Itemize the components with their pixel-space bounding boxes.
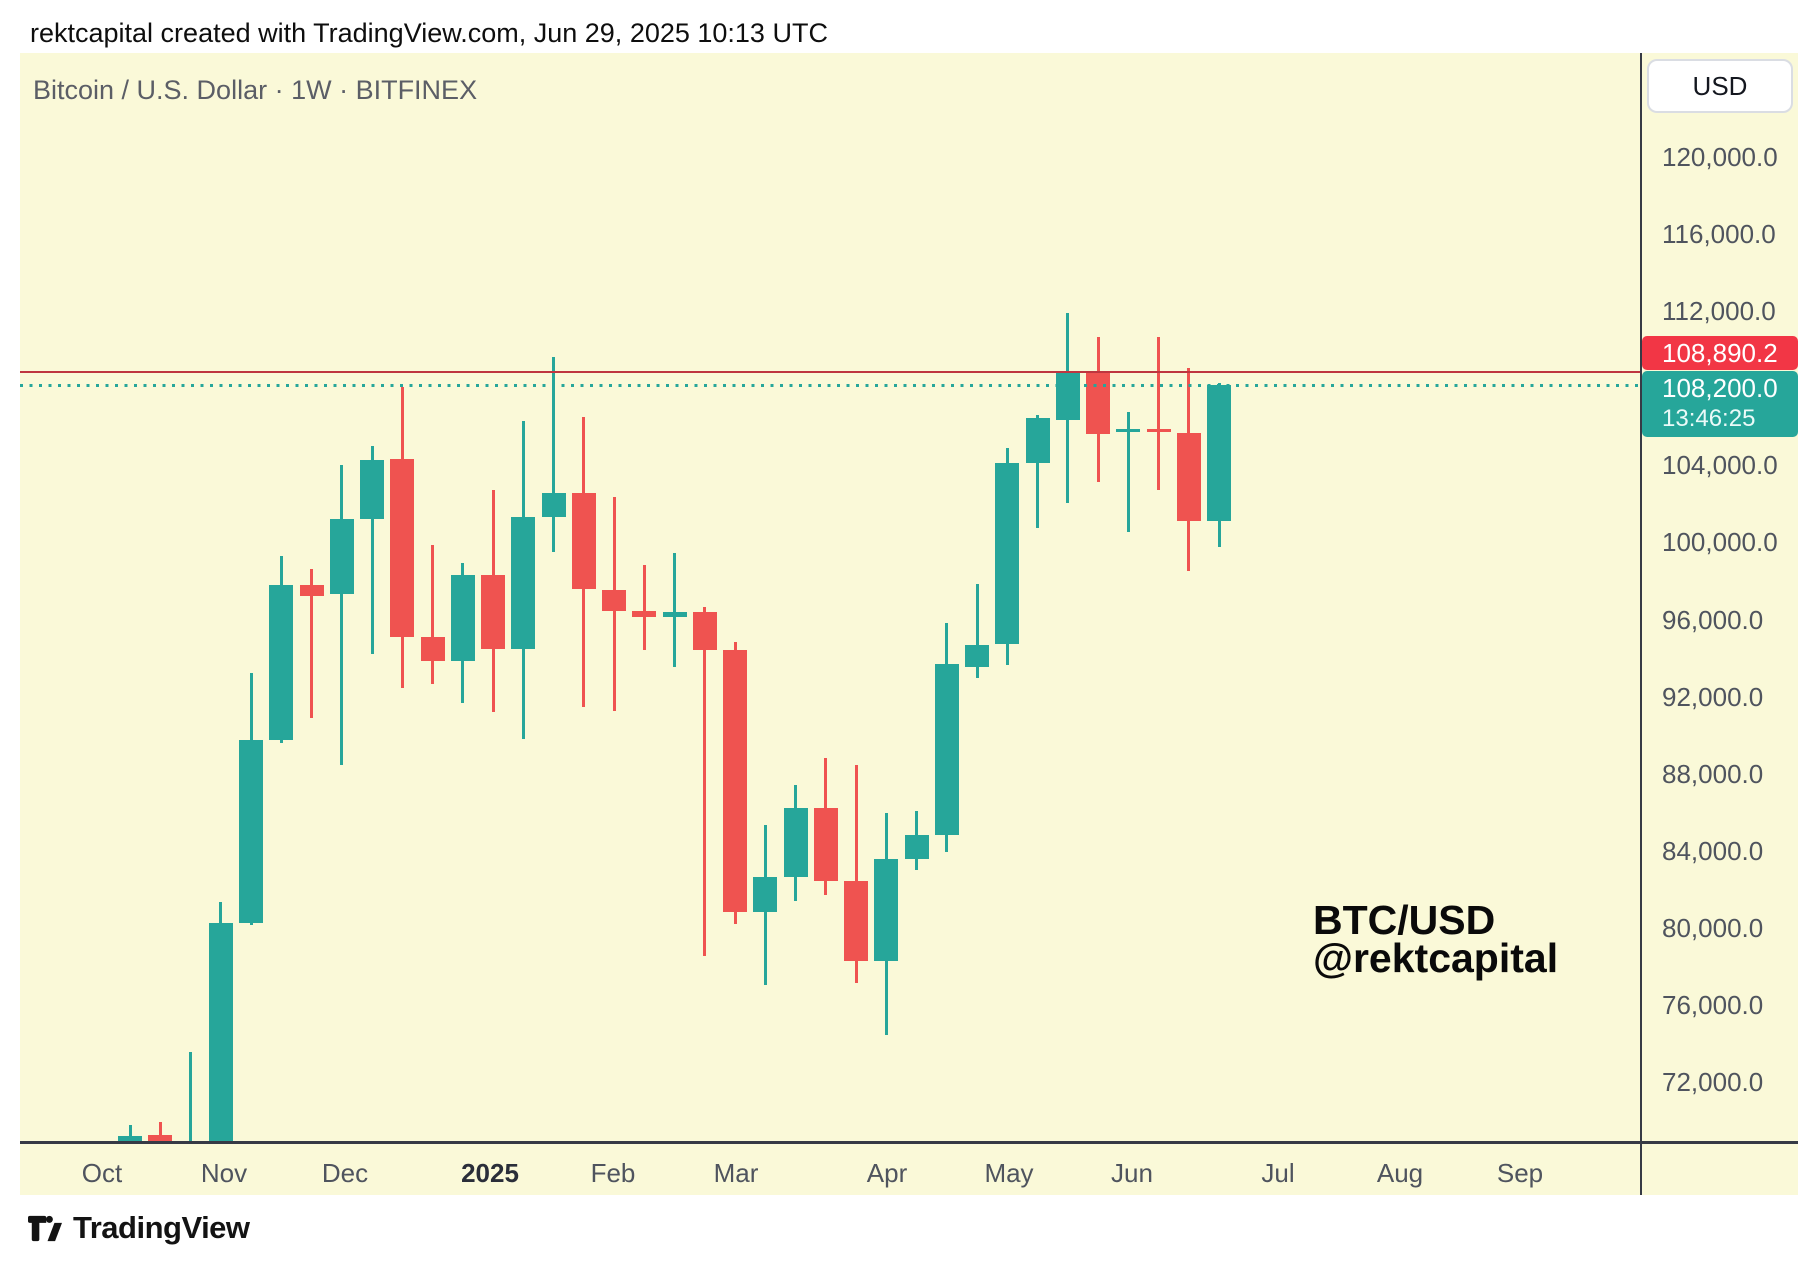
candle[interactable] [783,808,808,877]
candle[interactable] [1116,428,1141,433]
last-price-badge: 108,200.0 13:46:25 [1642,371,1798,437]
price-axis-label: 116,000.0 [1662,219,1776,250]
time-axis-label: Jul [1261,1158,1295,1188]
price-axis-label: 84,000.0 [1662,835,1764,866]
candle[interactable] [904,835,929,859]
candle-wick [1157,337,1160,490]
candle[interactable] [450,575,475,661]
candle-wick [1126,412,1130,532]
price-axis-label: 112,000.0 [1662,296,1776,327]
candle[interactable] [662,612,687,617]
candle-wick [340,465,344,766]
candle-wick [642,565,646,650]
candle-wick [310,569,313,719]
candle[interactable] [299,585,324,597]
candle[interactable] [965,645,989,667]
time-axis-label: Mar [713,1158,759,1188]
candle[interactable] [1055,372,1080,421]
candle-wick [703,607,707,956]
time-axis-label: Sep [1496,1158,1544,1188]
candle[interactable] [481,575,505,649]
candle[interactable] [692,612,717,650]
candle[interactable] [269,585,294,740]
candle[interactable] [420,637,445,661]
price-axis-label: 100,000.0 [1662,527,1778,558]
price-axis-separator [1640,53,1642,1195]
candle[interactable] [602,590,626,612]
price-axis-label: 80,000.0 [1662,912,1764,943]
price-axis-label: 104,000.0 [1662,450,1778,481]
candle[interactable] [874,859,899,961]
candle-wick [673,553,676,667]
time-axis-label: May [984,1158,1034,1188]
candle[interactable] [753,877,778,912]
watermark: BTC/USD @rektcapital [1313,897,1559,981]
candle[interactable] [571,492,596,589]
tradingview-logo-icon [28,1215,62,1242]
price-axis-label: 76,000.0 [1662,989,1764,1020]
time-axis-label: Dec [321,1158,369,1188]
candle-wick [370,446,374,654]
chart-background [20,53,1798,1195]
horizontal-drawn-line[interactable] [20,371,1640,373]
candle[interactable] [813,808,838,881]
candle-wick [552,357,555,552]
candle[interactable] [118,1136,142,1143]
time-axis-label: Jun [1111,1158,1153,1188]
time-axis-label: Feb [590,1158,636,1188]
candle[interactable] [995,463,1020,644]
time-axis-separator [20,1141,1798,1144]
candle[interactable] [723,650,747,912]
time-axis-label: Apr [866,1158,908,1188]
candle[interactable] [632,610,657,617]
candle[interactable] [844,881,868,962]
candle[interactable] [511,517,536,649]
candle-wick [128,1125,132,1143]
candlestick-pane[interactable] [20,53,1641,1143]
candle[interactable] [1086,372,1110,434]
last-price-dotted-line [20,384,1640,387]
candle[interactable] [1025,418,1050,464]
candle[interactable] [239,740,263,924]
price-axis-label: 96,000.0 [1662,604,1764,635]
price-axis-label: 88,000.0 [1662,758,1764,789]
time-axis-label: Aug [1376,1158,1424,1188]
candle[interactable] [148,1135,173,1143]
price-axis-label: 72,000.0 [1662,1067,1764,1098]
candle[interactable] [934,664,959,835]
symbol-title: Bitcoin / U.S. Dollar · 1W · BITFINEX [33,75,478,105]
time-axis-label: 2025 [461,1158,519,1188]
bar-close-countdown: 13:46:25 [1662,405,1756,432]
candle[interactable] [390,459,415,638]
candle-wick [975,583,979,679]
watermark-symbol: BTC/USD [1313,897,1496,943]
candle-wick [431,545,434,685]
candle-wick [189,1052,192,1143]
drawn-line-price-badge: 108,890.2 [1642,336,1798,370]
price-axis-label: 92,000.0 [1662,681,1764,712]
price-axis-label: 120,000.0 [1662,142,1778,172]
currency-toggle-button[interactable]: USD [1647,59,1793,113]
time-axis-label: Nov [200,1158,248,1188]
candle[interactable] [541,492,566,517]
candle[interactable] [1207,385,1231,522]
candle[interactable] [1146,428,1171,433]
candle[interactable] [1176,433,1201,522]
candle-wick [1036,415,1039,528]
candle-wick [158,1121,162,1143]
tradingview-logo-link[interactable]: TradingView [28,1210,250,1246]
candle[interactable] [329,519,354,595]
tradingview-wordmark: TradingView [73,1210,250,1245]
candle[interactable] [360,460,384,519]
watermark-handle: @rektcapital [1313,935,1559,981]
time-axis-label: Oct [81,1158,123,1188]
last-price-value: 108,200.0 [1662,373,1778,403]
candle-wick [854,765,858,984]
candle[interactable] [208,923,233,1143]
attribution-text: rektcapital created with TradingView.com… [30,18,828,48]
